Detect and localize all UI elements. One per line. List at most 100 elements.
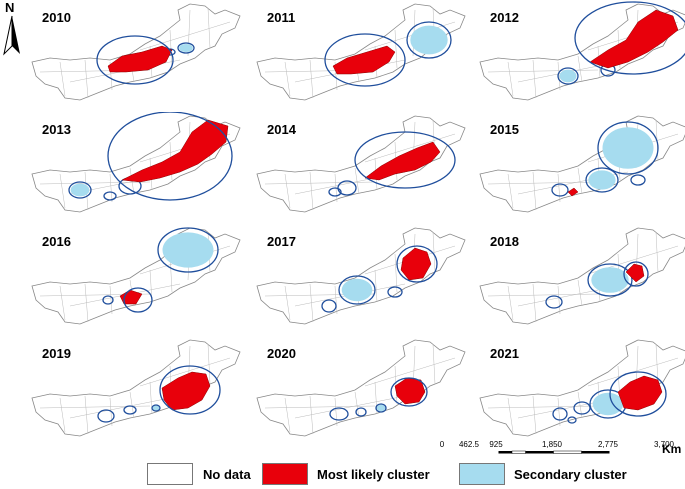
most-likely-cluster-area [364, 141, 441, 181]
county-boundary [84, 283, 89, 323]
most-likely-cluster-circle [159, 365, 221, 415]
map-panel-2015: 2015 [478, 112, 685, 222]
county-boundary [432, 231, 436, 273]
year-label: 2010 [42, 10, 71, 25]
scale-unit: Km [662, 442, 682, 456]
map-2014 [256, 115, 466, 213]
secondary-cluster-area [591, 267, 629, 293]
county-boundary [109, 173, 113, 203]
scale-tick-label: 1,850 [541, 440, 563, 449]
county-boundary [309, 283, 314, 323]
county-boundary [655, 343, 659, 385]
county-boundary [309, 171, 314, 211]
year-label: 2021 [490, 346, 519, 361]
map-panel-2017: 2017 [255, 224, 475, 334]
county-boundary [364, 21, 456, 51]
legend-swatch-secondary [459, 463, 505, 485]
map-2011 [256, 3, 466, 101]
year-label: 2019 [42, 346, 71, 361]
north-arrow-icon [3, 15, 20, 56]
county-boundary [532, 59, 537, 99]
year-label: 2016 [42, 234, 71, 249]
county-boundary [532, 283, 537, 323]
most-likely-cluster-circle [396, 245, 438, 283]
county-boundary [294, 395, 406, 419]
county-boundary [207, 7, 211, 49]
county-boundary [109, 285, 113, 315]
region-outline [31, 339, 241, 437]
secondary-cluster-circle [585, 167, 619, 193]
secondary-cluster-circle [329, 407, 349, 421]
map-2010 [31, 3, 241, 101]
map-panel-2014: 2014 [255, 112, 475, 222]
scale-tick-label: 925 [489, 440, 503, 449]
county-boundary [577, 55, 583, 83]
county-boundary [557, 397, 561, 427]
county-boundary [364, 133, 456, 163]
map-panel-2012: 2012 [478, 0, 685, 110]
map-2018 [479, 227, 685, 325]
most-likely-cluster-circle [609, 371, 667, 417]
county-boundary [507, 173, 514, 209]
secondary-cluster-area [602, 127, 654, 169]
secondary-cluster-circle [557, 67, 579, 85]
most-likely-cluster-area [107, 45, 173, 73]
map-2013 [31, 111, 241, 213]
map-panel-2010: 2010 [30, 0, 250, 110]
county-boundary [487, 405, 599, 409]
map-panel-2021: 2021 [478, 336, 685, 446]
most-likely-cluster-circle [574, 1, 685, 75]
secondary-cluster-area [592, 392, 624, 416]
secondary-cluster-area [152, 405, 160, 411]
map-panel-2011: 2011 [255, 0, 475, 110]
secondary-cluster-circle [573, 401, 591, 415]
year-label: 2012 [490, 10, 519, 25]
county-boundary [557, 173, 561, 203]
county-boundary [532, 171, 537, 211]
secondary-cluster-circle [97, 409, 115, 423]
county-boundary [84, 59, 89, 99]
county-boundary [39, 181, 151, 185]
county-boundary [507, 61, 514, 97]
county-boundary [487, 69, 599, 73]
most-likely-cluster-area [617, 375, 663, 411]
county-boundary [284, 173, 291, 209]
most-likely-cluster-area [332, 45, 396, 75]
county-boundary [59, 173, 66, 209]
most-likely-cluster-circle [324, 33, 406, 87]
legend-label-secondary: Secondary cluster [514, 467, 627, 482]
most-likely-cluster-circle [123, 287, 153, 313]
secondary-cluster-circle [151, 404, 161, 412]
north-label: N [5, 0, 15, 15]
most-likely-cluster-circle [107, 111, 233, 201]
most-likely-cluster-circle [354, 131, 456, 189]
county-boundary [84, 395, 89, 435]
county-boundary [309, 395, 314, 435]
secondary-cluster-circle [587, 263, 633, 297]
map-2016 [31, 227, 241, 325]
most-likely-cluster-circle [390, 377, 428, 407]
map-2020 [256, 339, 466, 437]
county-boundary [334, 285, 338, 315]
map-panel-2016: 2016 [30, 224, 250, 334]
secondary-cluster-circle [387, 286, 403, 298]
scale-tick-label: 462.5 [458, 440, 480, 449]
secondary-cluster-area [179, 44, 193, 52]
county-boundary [487, 181, 599, 185]
secondary-cluster-circle [328, 187, 342, 197]
region-outline [31, 3, 241, 101]
county-boundary [264, 405, 376, 409]
year-label: 2020 [267, 346, 296, 361]
most-likely-cluster-area [400, 247, 432, 281]
county-boundary [507, 397, 514, 433]
region-outline [479, 339, 685, 437]
legend-swatch-no-data [147, 463, 193, 485]
year-label: 2017 [267, 234, 296, 249]
map-2021 [479, 339, 685, 437]
region-outline [256, 339, 466, 437]
secondary-cluster-circle [545, 295, 563, 309]
secondary-cluster-circle [123, 405, 137, 415]
scale-bar-graphic [498, 450, 610, 454]
most-likely-cluster-area [589, 9, 679, 69]
secondary-cluster-circle [355, 407, 367, 417]
